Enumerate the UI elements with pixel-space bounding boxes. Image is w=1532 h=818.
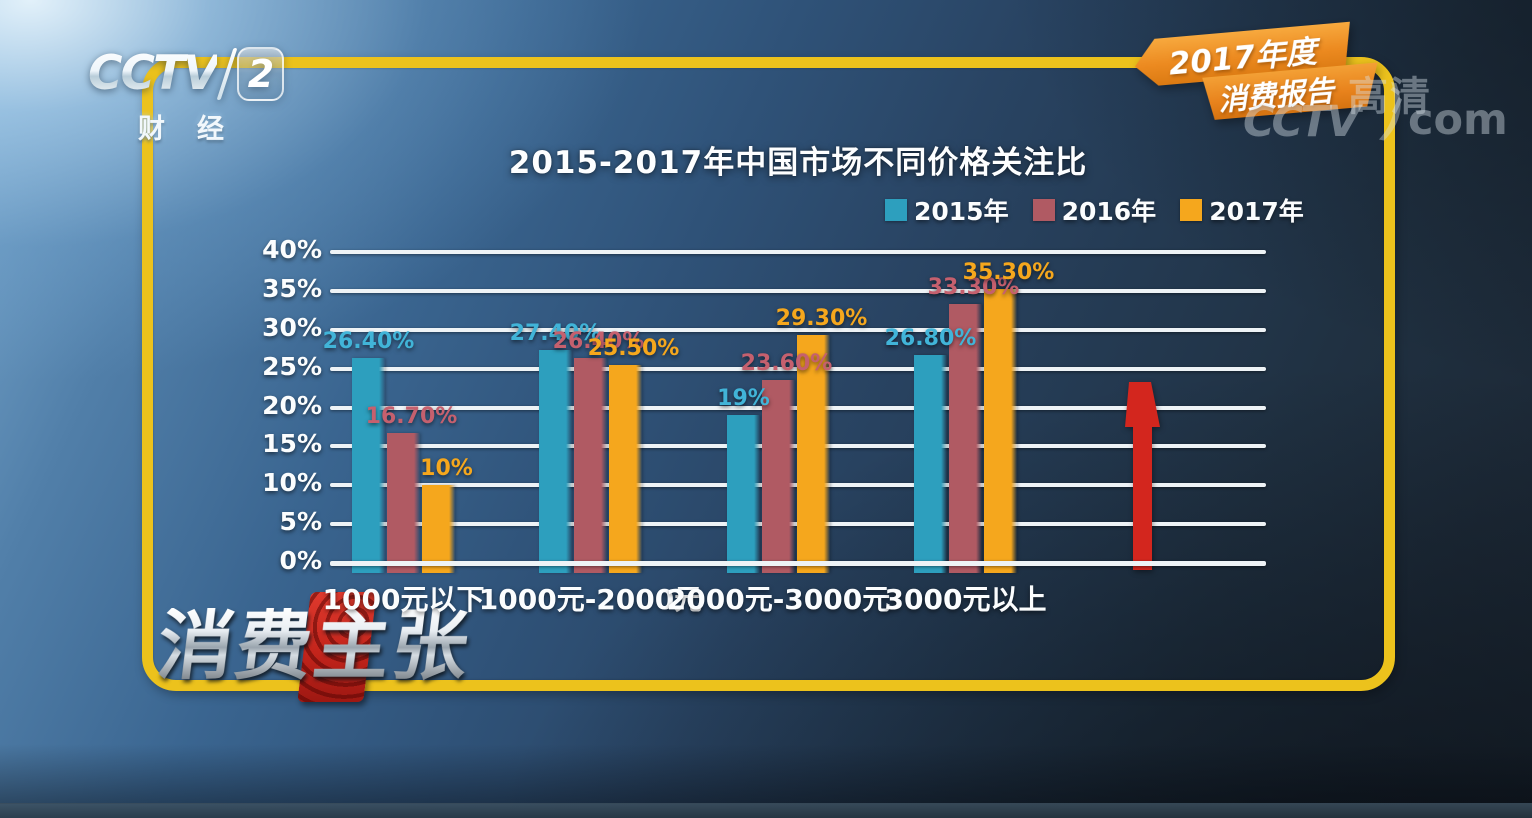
watermark-hd-text: 高清 [1348, 74, 1432, 120]
chart-legend: 2015年 2016年 2017年 [885, 192, 1304, 228]
bar-value-label: 26.80% [884, 325, 977, 351]
y-axis-tick-label: 0% [279, 546, 322, 575]
bar-value-label: 33.30% [927, 275, 1020, 301]
bar-value-label: 16.70% [365, 404, 458, 430]
cctv-logo-slash-icon [216, 47, 238, 100]
legend-swatch-icon [1180, 199, 1203, 221]
bar-2017年-1000元-2000元 [609, 364, 642, 573]
channel-number-badge: 2 [237, 46, 285, 101]
bar-2017年-1000元以下 [422, 485, 455, 573]
gridline [330, 288, 1266, 293]
legend-label: 2015年 [914, 197, 1009, 226]
legend-swatch-icon [885, 199, 907, 221]
bar-2017年-2000元-3000元 [797, 335, 830, 573]
bar-2016年-2000元-3000元 [762, 379, 795, 573]
y-axis-tick-label: 15% [262, 429, 322, 459]
x-axis-category-label: 1000元-2000元 [478, 583, 703, 616]
y-axis-tick-label: 5% [279, 507, 322, 537]
cctv-logo-text: CCTV [88, 46, 219, 101]
y-axis-tick-label: 40% [262, 235, 322, 264]
up-arrow-annotation [1125, 382, 1160, 570]
channel-logo: CCTV 2 财 经 [88, 46, 285, 146]
legend-item: 2017年 [1180, 192, 1304, 228]
bar-value-label: 26.40% [322, 328, 415, 354]
legend-item: 2016年 [1032, 192, 1157, 228]
y-axis-tick-label: 20% [262, 390, 322, 420]
chart-title: 2015-2017年中国市场不同价格关注比 [508, 145, 1088, 181]
channel-caption: 财 经 [138, 107, 284, 146]
legend-label: 2017年 [1209, 197, 1304, 226]
yellow-panel-frame [142, 57, 1395, 691]
channel-caption-char: 经 [197, 114, 224, 145]
legend-swatch-icon [1032, 199, 1055, 221]
bar-value-label: 10% [420, 456, 473, 482]
y-axis-tick-label: 35% [262, 273, 322, 303]
bar-2016年-1000元以下 [387, 433, 420, 573]
bar-value-label: 19% [717, 386, 770, 412]
legend-item: 2015年 [885, 192, 1009, 228]
bar-value-label: 29.30% [775, 306, 868, 332]
x-axis-category-label: 2000元-3000元 [666, 583, 891, 616]
bar-2016年-3000元以上 [949, 304, 982, 573]
studio-floor-strip [0, 803, 1532, 818]
bar-value-label: 26.40% [552, 328, 645, 354]
x-axis-category-label: 3000元以上 [884, 583, 1047, 616]
bar-2015年-2000元-3000元 [727, 415, 760, 573]
gridline [330, 327, 1266, 332]
bar-value-label: 25.50% [587, 335, 680, 361]
bar-2015年-1000元以下 [352, 357, 385, 573]
y-axis-tick-label: 25% [262, 351, 322, 381]
y-axis-tick-label: 10% [262, 468, 322, 498]
x-axis-category-label: 1000元以下 [322, 583, 485, 616]
watermark-cctv-text: CCTV [1243, 97, 1360, 147]
program-logo-text: 消费主张 [152, 601, 476, 690]
bar-2015年-3000元以上 [914, 354, 947, 573]
bar-value-label: 23.60% [740, 350, 833, 376]
bar-2016年-1000元-2000元 [574, 357, 607, 573]
channel-caption-char: 财 [138, 114, 165, 145]
bar-value-label: 27.40% [509, 320, 602, 346]
watermark-com-text: com [1408, 95, 1508, 145]
studio-floor-shadow [0, 744, 1532, 804]
bar-2017年-3000元以上 [984, 288, 1017, 573]
x-axis-line [330, 561, 1266, 566]
y-axis-tick-label: 30% [262, 312, 322, 342]
bar-value-label: 35.30% [962, 259, 1055, 285]
bar-2015年-1000元-2000元 [539, 349, 572, 573]
gridline [330, 250, 1266, 254]
legend-label: 2016年 [1061, 197, 1157, 226]
